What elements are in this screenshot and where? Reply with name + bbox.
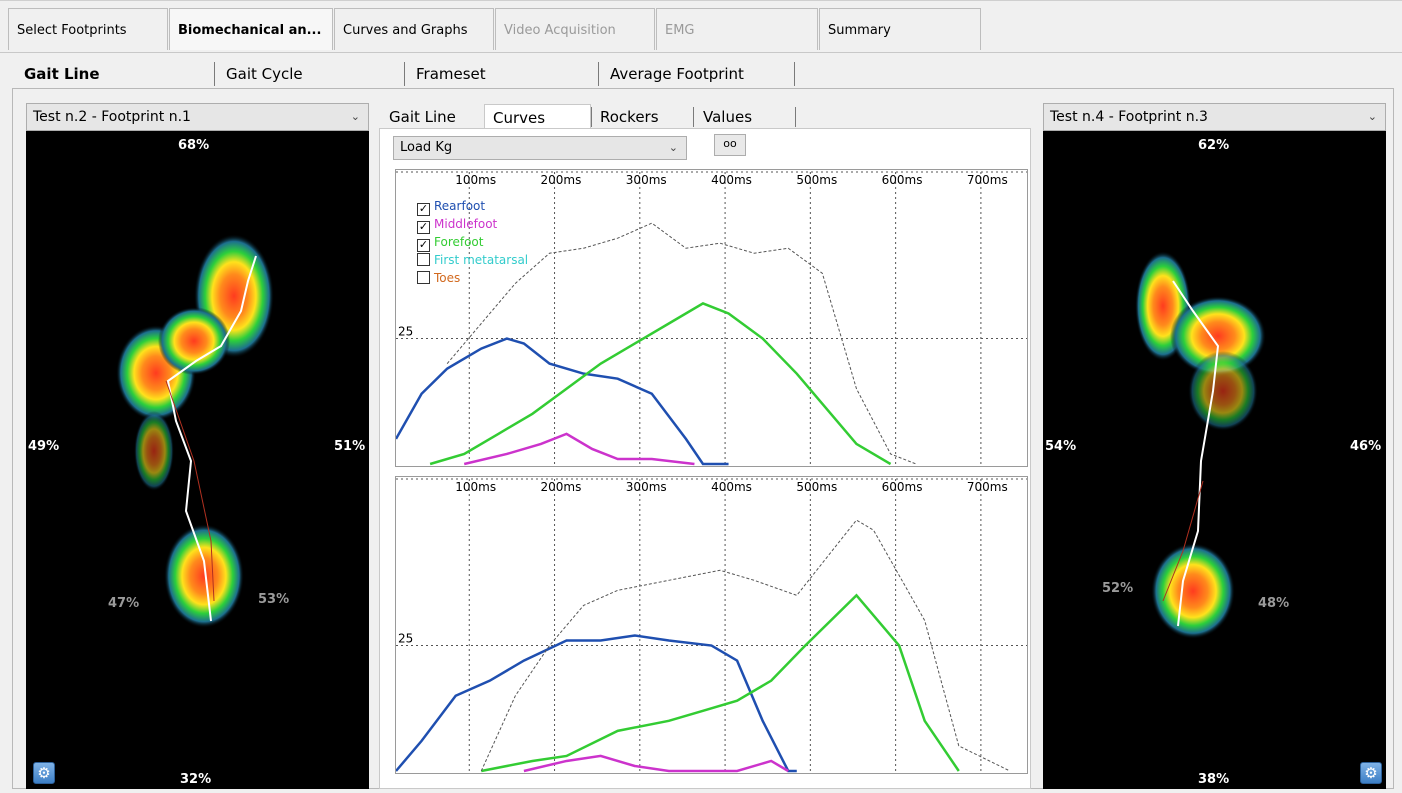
right-medial-percent: 54% [1045, 439, 1077, 454]
checkbox-toes[interactable] [417, 271, 430, 284]
tab-select-footprints[interactable]: Select Footprints [8, 8, 168, 50]
subtab-average-footprint[interactable]: Average Footprint [610, 65, 744, 83]
subtab-gait-line[interactable]: Gait Line [24, 65, 100, 83]
x-tick-label: 200ms [541, 480, 582, 494]
series-line-forefoot [481, 593, 960, 773]
y-tick-label: 25 [398, 325, 413, 339]
bottom-load-chart: 100ms 200ms 300ms 400ms 500ms 600ms 700ms 25 [395, 478, 1027, 773]
x-tick-label: 400ms [711, 173, 752, 187]
left-footprint-heatmap [116, 234, 274, 628]
subtab-separator [794, 62, 795, 86]
right-forefoot-percent: 62% [1198, 138, 1230, 153]
center-tab-values[interactable]: Values [703, 108, 753, 126]
link-graphs-button[interactable]: oo [714, 134, 746, 156]
x-tick-label: 300ms [626, 173, 667, 187]
center-tab-gait-line[interactable]: Gait Line [389, 108, 456, 126]
right-lateral-percent: 46% [1350, 439, 1382, 454]
left-footprint-select-value: Test n.2 - Footprint n.1 [33, 109, 191, 125]
legend-first-metatarsal[interactable]: First metatarsal [417, 251, 557, 269]
x-tick-label: 600ms [882, 173, 923, 187]
center-tab-curves[interactable]: Curves [484, 104, 591, 128]
x-tick-label: 600ms [882, 480, 923, 494]
x-tick-label: 200ms [541, 173, 582, 187]
left-heel-medial-percent: 47% [108, 596, 140, 611]
tab-separator [693, 107, 694, 127]
right-heel-lateral-percent: 48% [1258, 596, 1290, 611]
right-footprint-heatmap [1135, 251, 1266, 639]
left-lateral-percent: 51% [334, 439, 366, 454]
settings-gear-icon[interactable]: ⚙ [1360, 762, 1382, 784]
measure-select-value: Load Kg [400, 140, 453, 155]
x-tick-label: 100ms [455, 480, 496, 494]
tab-divider [0, 52, 1402, 53]
y-tick-label: 25 [398, 632, 413, 646]
legend-forefoot[interactable]: ✓ Forefoot [417, 233, 557, 252]
checkbox-rearfoot[interactable]: ✓ [417, 202, 430, 216]
subtab-separator [404, 62, 405, 86]
legend-rearfoot-label: Rearfoot [434, 199, 486, 213]
tab-summary[interactable]: Summary [819, 8, 981, 50]
tab-biomechanical[interactable]: Biomechanical an... [169, 8, 333, 50]
tab-video-acquisition[interactable]: Video Acquisition [495, 8, 655, 50]
tab-separator [591, 107, 592, 127]
center-tab-rockers[interactable]: Rockers [600, 108, 659, 126]
bottom-load-graph: 100ms 200ms 300ms 400ms 500ms 600ms 700ms 25 [395, 476, 1028, 774]
x-tick-label: 700ms [967, 173, 1008, 187]
legend-rearfoot[interactable]: ✓ Rearfoot [417, 197, 557, 216]
x-tick-label: 500ms [796, 480, 837, 494]
left-forefoot-percent: 68% [178, 138, 210, 153]
legend-toes[interactable]: Toes [417, 269, 557, 287]
top-load-graph: 100ms 200ms 300ms 400ms 500ms 600ms 700ms 25 [394, 169, 1028, 467]
legend-middlefoot-label: Middlefoot [434, 217, 498, 231]
checkbox-middlefoot[interactable]: ✓ [417, 220, 430, 234]
x-tick-label: 300ms [626, 480, 667, 494]
x-tick-label: 500ms [796, 173, 837, 187]
subtab-frameset[interactable]: Frameset [416, 65, 486, 83]
subtab-gait-cycle[interactable]: Gait Cycle [226, 65, 303, 83]
series-line-middlefoot [523, 754, 789, 773]
x-tick-label: 100ms [455, 173, 496, 187]
x-tick-label: 700ms [967, 480, 1008, 494]
legend-first-metatarsal-label: First metatarsal [434, 253, 529, 267]
chevron-down-icon: ⌄ [668, 141, 678, 154]
settings-gear-icon[interactable]: ⚙ [33, 762, 55, 784]
series-line-rearfoot [395, 634, 797, 773]
right-heel-medial-percent: 52% [1102, 581, 1134, 596]
right-footprint-select-value: Test n.4 - Footprint n.3 [1050, 109, 1208, 125]
legend-middlefoot[interactable]: ✓ Middlefoot [417, 215, 557, 234]
subtab-separator [214, 62, 215, 86]
right-footprint-select[interactable]: Test n.4 - Footprint n.3 ⌄ [1043, 103, 1386, 131]
top-load-chart: 100ms 200ms 300ms 400ms 500ms 600ms 700ms 25 [394, 171, 1027, 466]
series-line-forefoot [429, 302, 892, 466]
left-footprint-select[interactable]: Test n.2 - Footprint n.1 ⌄ [26, 103, 369, 131]
left-rearfoot-percent: 32% [180, 772, 212, 787]
series-legend: ✓ Rearfoot ✓ Middlefoot ✓ Forefoot First me… [417, 197, 557, 287]
checkbox-first-metatarsal[interactable] [417, 253, 430, 266]
legend-toes-label: Toes [434, 271, 461, 285]
chevron-down-icon: ⌄ [1367, 110, 1377, 123]
tab-curves-and-graphs[interactable]: Curves and Graphs [334, 8, 494, 50]
legend-forefoot-label: Forefoot [434, 235, 484, 249]
tab-separator [795, 107, 796, 127]
measure-select[interactable]: Load Kg ⌄ [393, 136, 687, 160]
subtab-separator [598, 62, 599, 86]
total-load-line [446, 222, 917, 465]
left-heel-lateral-percent: 53% [258, 592, 290, 607]
left-footprint-map [26, 131, 369, 789]
right-rearfoot-percent: 38% [1198, 772, 1230, 787]
series-line-middlefoot [463, 432, 695, 466]
x-tick-label: 400ms [711, 480, 752, 494]
left-medial-percent: 49% [28, 439, 60, 454]
total-load-line [480, 519, 1011, 772]
chevron-down-icon: ⌄ [350, 110, 360, 123]
checkbox-forefoot[interactable]: ✓ [417, 238, 430, 252]
series-line-rearfoot [394, 337, 729, 466]
tab-emg[interactable]: EMG [656, 8, 818, 50]
right-footprint-map [1043, 131, 1386, 789]
